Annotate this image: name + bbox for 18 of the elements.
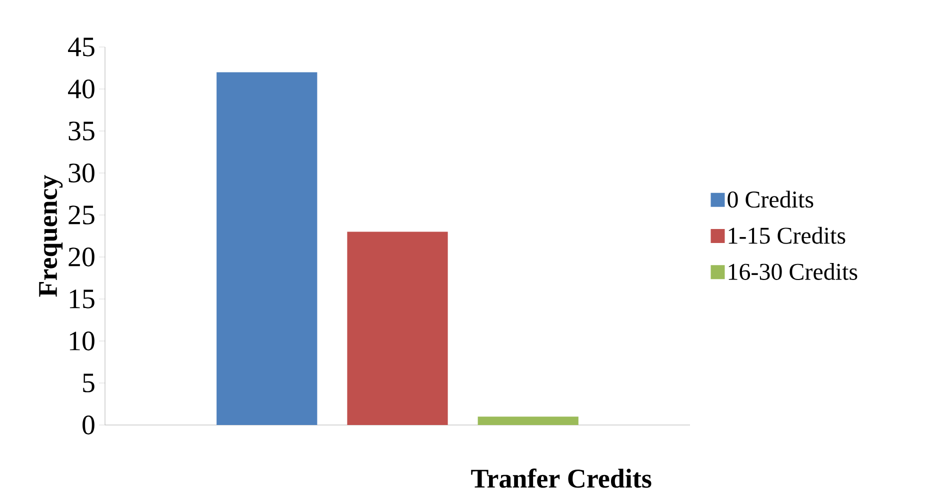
y-tick-label: 25 [68,206,94,224]
y-tick-label: 30 [68,164,94,182]
legend-label: 1-15 Credits [728,226,846,244]
bar [478,416,578,425]
y-tick-label: 45 [68,38,94,56]
y-axis-title: Frequency [39,175,63,297]
legend-label: 0 Credits [728,190,814,208]
bar [347,232,448,425]
y-tick-label: 0 [82,416,94,434]
bar [216,72,318,425]
y-tick-label: 20 [68,248,94,266]
y-tick-label: 10 [70,332,94,350]
y-tick-label: 5 [83,374,94,392]
y-tick-label: 40 [68,80,94,98]
y-tick-label: 35 [68,122,94,140]
x-axis-title: Tranfer Credits [471,468,652,488]
y-tick-label: 15 [70,290,94,308]
legend-label: 16-30 Credits [728,263,858,280]
